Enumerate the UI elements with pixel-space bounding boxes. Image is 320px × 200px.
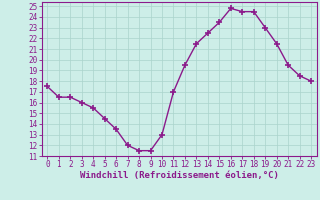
X-axis label: Windchill (Refroidissement éolien,°C): Windchill (Refroidissement éolien,°C)	[80, 171, 279, 180]
